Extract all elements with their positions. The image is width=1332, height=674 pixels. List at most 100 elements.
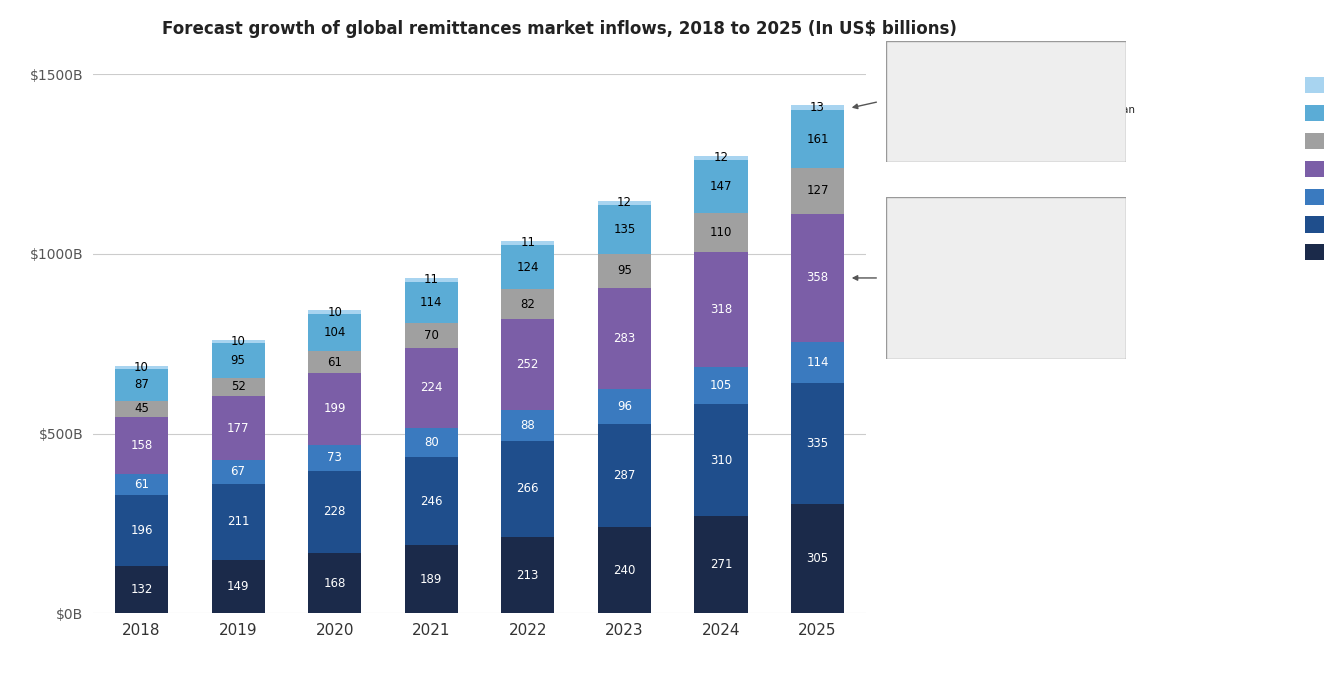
Bar [405,428,458,457]
Bar [501,245,554,289]
Bar [598,201,651,205]
Text: 189: 189 [420,573,442,586]
Text: 196: 196 [131,524,153,537]
Text: 95: 95 [617,264,631,277]
Text: 80: 80 [424,436,438,449]
Text: 20%: 20% [1046,71,1071,82]
Bar [694,253,747,367]
Text: 161: 161 [806,133,829,146]
Bar [405,545,458,613]
Bar [308,373,361,445]
Bar [405,348,458,428]
Text: 318: 318 [710,303,733,316]
Bar [791,384,844,503]
Bar [308,314,361,351]
Bar [405,282,458,323]
Bar [501,289,554,319]
Bar [694,156,747,160]
Text: last: last [936,105,959,115]
Text: 211: 211 [226,516,249,528]
Text: Philippines: Philippines [968,297,1038,307]
Bar [212,340,265,343]
Legend: North America, Latin America & Caribbean, Sub-Saharan Africa, East Asia & Pacifi: North America, Latin America & Caribbean… [1297,70,1332,268]
Text: 61: 61 [328,356,342,369]
Bar [212,560,265,613]
Text: 70: 70 [424,329,438,342]
Bar [501,537,554,613]
Bar [501,441,554,537]
Text: 2000.: 2000. [1046,226,1078,236]
Bar [308,471,361,553]
Text: 114: 114 [420,295,442,309]
Bar [598,253,651,288]
Text: 12: 12 [714,152,729,164]
Bar [501,319,554,410]
Text: countries: countries [979,262,1031,272]
Text: 213: 213 [517,569,539,582]
Text: average: average [898,139,943,149]
Text: 114: 114 [806,357,829,369]
Text: 52: 52 [230,380,245,394]
Text: 10: 10 [230,335,245,348]
Bar [115,369,168,400]
Text: 61: 61 [135,478,149,491]
Bar [405,323,458,348]
Text: 177: 177 [226,421,249,435]
Text: 132: 132 [131,583,153,596]
Text: 228: 228 [324,506,346,518]
Bar [791,110,844,168]
Bar [308,351,361,373]
Text: 310: 310 [710,454,733,466]
Text: 10: 10 [135,361,149,374]
Text: 12: 12 [617,196,631,210]
Text: Region: Region [898,71,936,82]
Text: 95: 95 [230,354,245,367]
Bar [212,377,265,396]
Bar [212,396,265,460]
Text: 11: 11 [424,273,438,286]
Text: 240: 240 [613,563,635,577]
Bar [212,343,265,377]
Bar [212,484,265,560]
Bar [598,288,651,390]
Text: CAGR: CAGR [936,226,972,236]
Text: 96: 96 [617,400,631,413]
Bar [115,566,168,613]
Text: 147: 147 [710,180,733,193]
Bar [694,160,747,213]
Text: 224: 224 [420,381,442,394]
Text: 168: 168 [324,577,346,590]
Bar [791,214,844,342]
Text: of: of [1028,139,1042,149]
Bar [115,495,168,566]
Text: years,: years, [1002,105,1038,115]
Text: 335: 335 [806,437,829,450]
Text: 358: 358 [806,272,829,284]
Text: 16%.: 16%. [1056,139,1088,149]
Text: in: in [1083,71,1096,82]
Text: 110: 110 [710,226,733,239]
Text: 105: 105 [710,379,733,392]
Bar [598,527,651,613]
Bar [791,105,844,110]
Bar [308,445,361,471]
Text: 87: 87 [135,378,149,392]
Text: the: the [898,105,918,115]
Bar [115,366,168,369]
Bar [308,553,361,613]
Text: 199: 199 [324,402,346,415]
Bar [694,404,747,516]
Bar [791,503,844,613]
Text: Forecast growth of global remittances market inflows, 2018 to 2025 (In US$ billi: Forecast growth of global remittances ma… [163,20,956,38]
Bar [405,278,458,282]
Text: Vietnam.: Vietnam. [898,333,955,343]
Text: 305: 305 [806,552,829,565]
Text: Leading: Leading [898,262,942,272]
Text: 104: 104 [324,326,346,339]
Bar [598,424,651,527]
Text: 2: 2 [986,105,995,115]
Text: 124: 124 [517,261,539,274]
Text: since: since [986,226,1016,236]
Bar [115,400,168,417]
Text: 73: 73 [328,452,342,464]
